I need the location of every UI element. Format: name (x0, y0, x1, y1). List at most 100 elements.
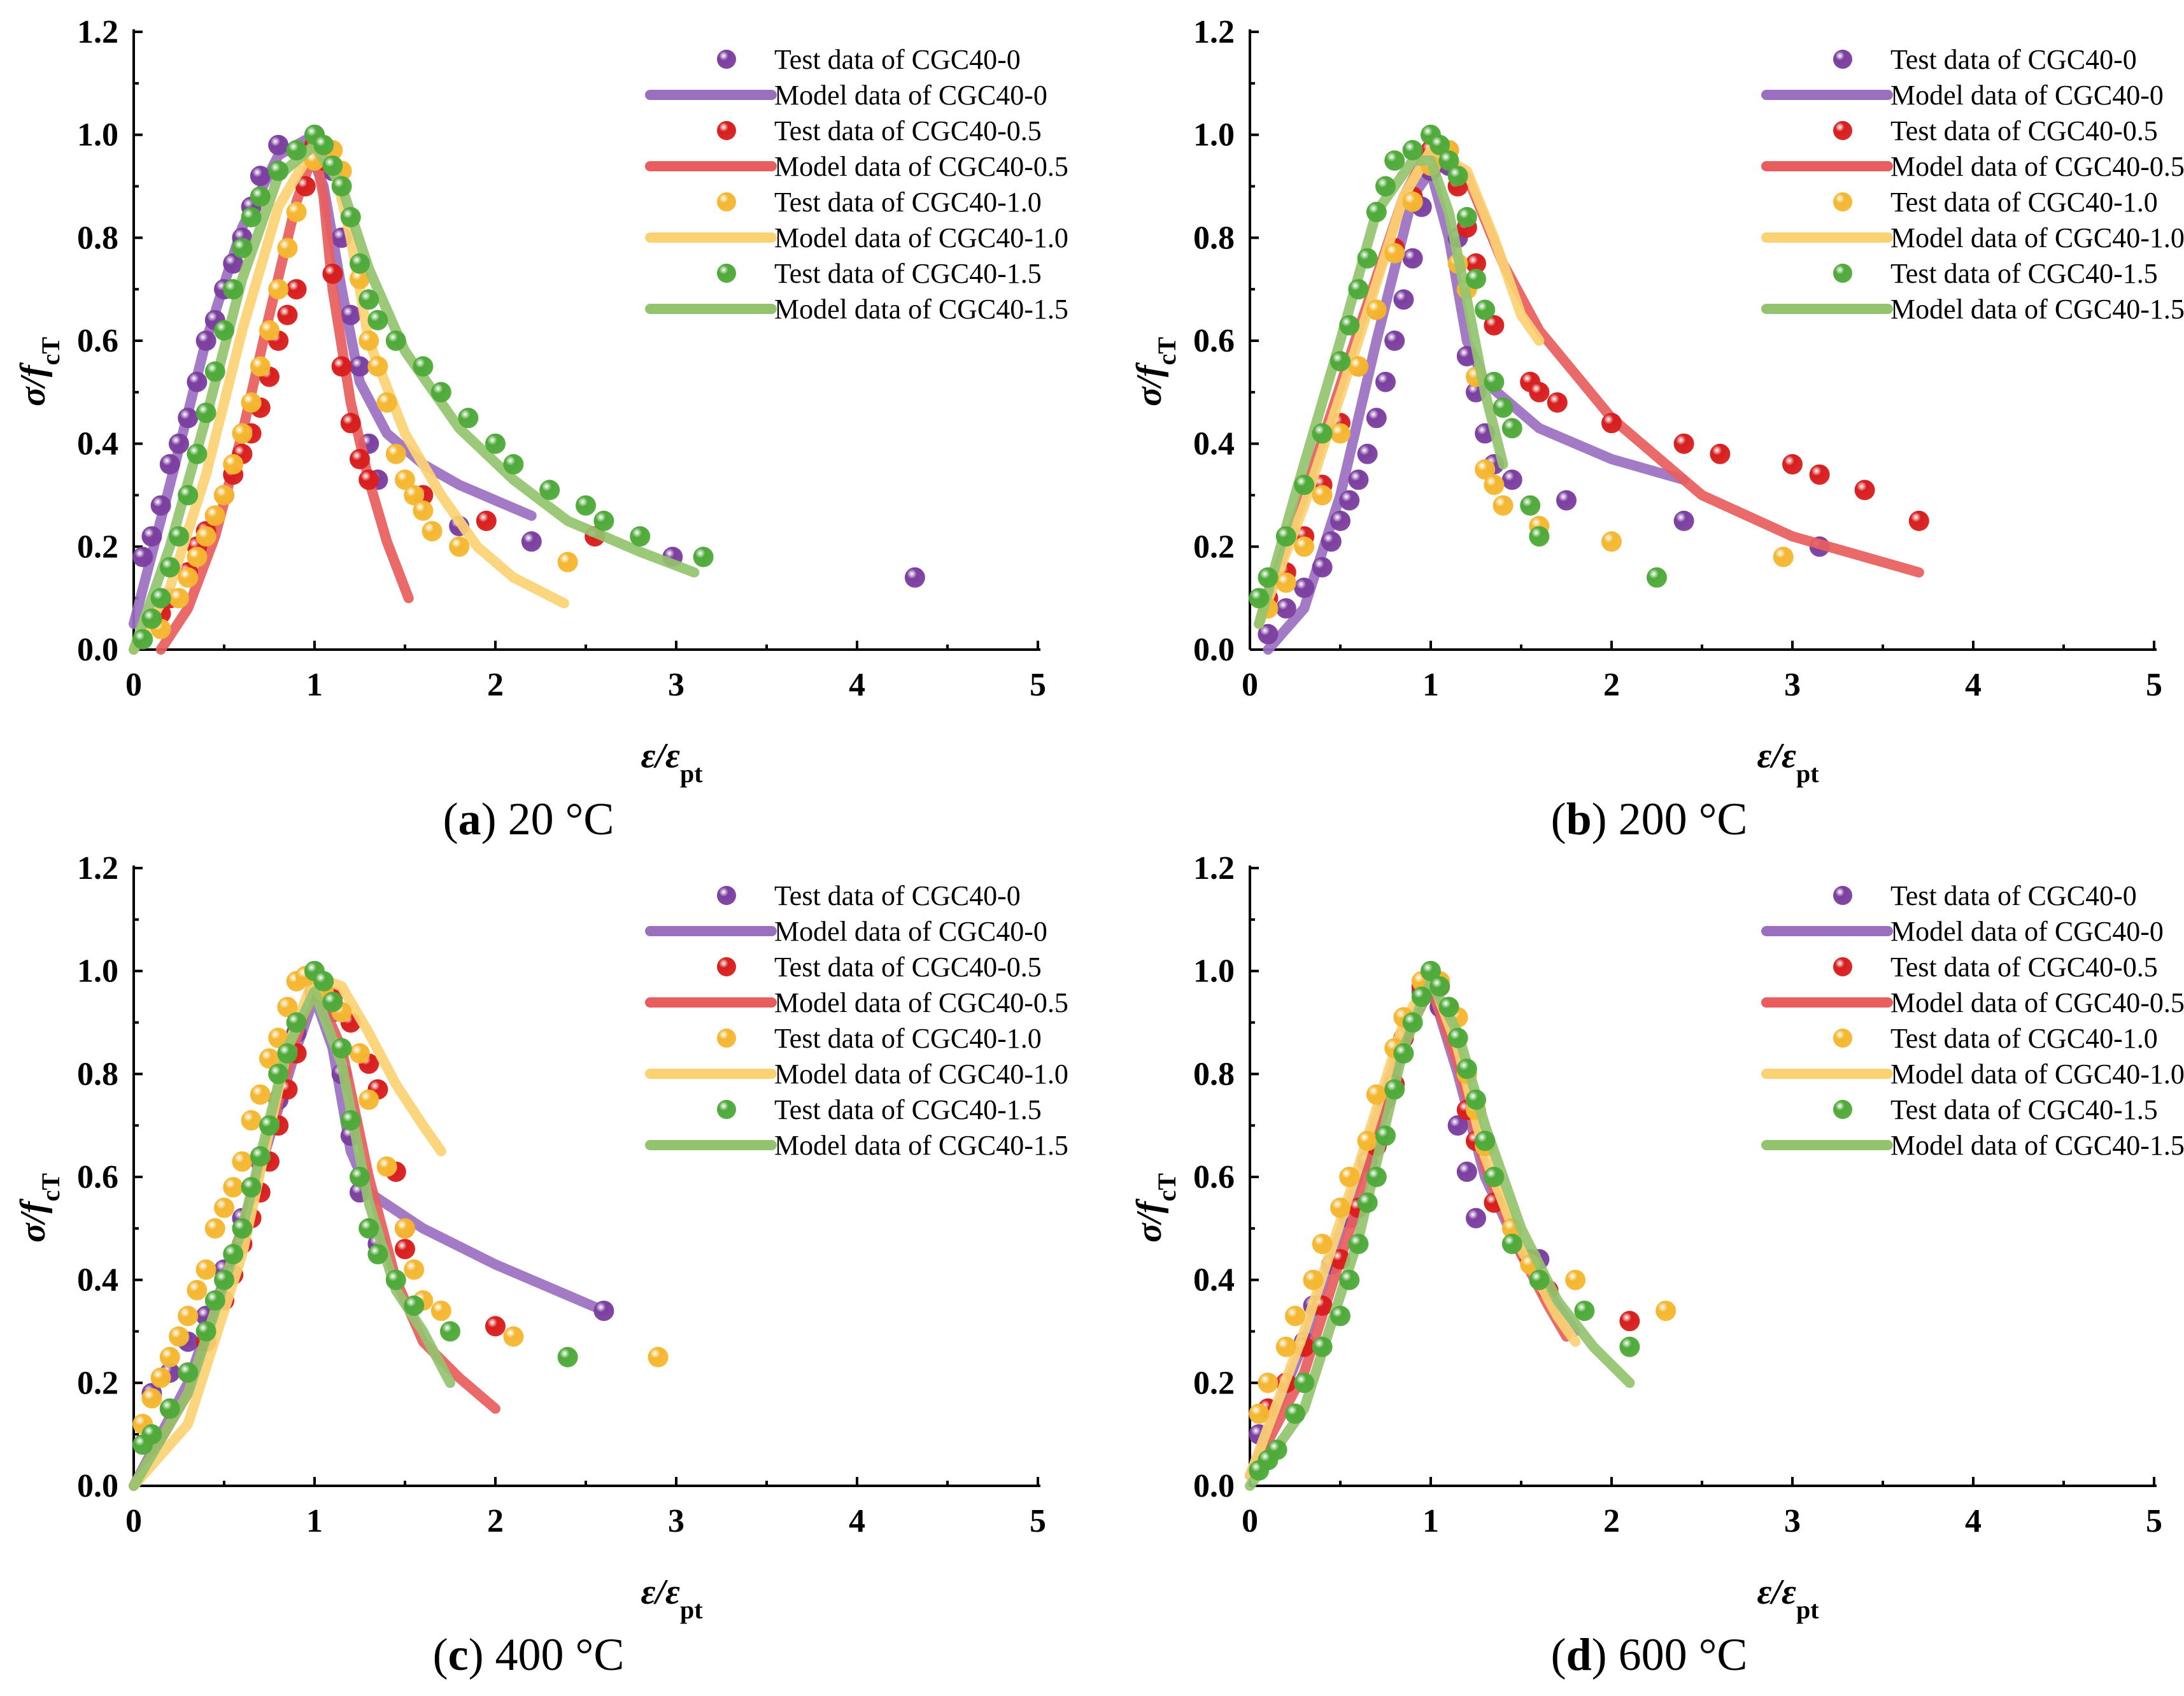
panel-caption: (d) 600 °C (1551, 1629, 1748, 1680)
test-point (150, 1367, 171, 1388)
axes: 0 1 2 3 4 5 0.0 0.2 0.4 0.6 0.8 1.0 1.2 (77, 14, 1046, 703)
test-point (1258, 624, 1279, 645)
test-point (1249, 1403, 1270, 1424)
y-tick-label: 0.8 (1193, 1056, 1235, 1092)
test-point (187, 546, 208, 567)
legend-label: Model data of CGC40-1.0 (774, 1058, 1068, 1090)
test-point (385, 443, 406, 464)
test-point (1357, 1192, 1378, 1213)
test-point (204, 1290, 225, 1311)
test-point (232, 238, 253, 259)
legend-label: Model data of CGC40-0.5 (1890, 987, 2184, 1018)
test-point (449, 536, 470, 557)
test-point (413, 500, 434, 521)
test-point (178, 567, 199, 588)
test-point (1366, 1167, 1387, 1187)
test-point (187, 371, 208, 392)
test-point (159, 1398, 180, 1419)
x-tick-label: 4 (849, 667, 865, 703)
test-point (259, 1115, 280, 1136)
x-tick-label: 5 (2146, 667, 2162, 703)
test-point (1330, 1306, 1351, 1327)
test-point (1601, 413, 1622, 434)
test-point (340, 304, 361, 325)
x-axis-title: ε/εpt (1757, 1572, 1819, 1624)
y-tick-label: 0.6 (77, 323, 118, 359)
model-line (1254, 145, 1545, 629)
test-point (1339, 315, 1360, 336)
test-point (1330, 1197, 1351, 1218)
test-point (195, 1259, 216, 1280)
test-point (1366, 201, 1387, 222)
test-point (1348, 356, 1369, 377)
test-point (232, 1151, 253, 1172)
legend-label: Model data of CGC40-0 (1890, 80, 2164, 111)
test-point (331, 1037, 352, 1058)
y-tick-label: 1.0 (77, 953, 118, 990)
x-tick-label: 1 (1422, 667, 1439, 703)
test-point (214, 1269, 234, 1290)
y-tick-label: 1.0 (1193, 117, 1235, 153)
legend: Test data of CGC40-0 Model data of CGC40-… (645, 880, 1068, 1161)
test-point (232, 423, 253, 444)
test-point (322, 263, 343, 284)
test-point (630, 526, 651, 547)
y-tick-label: 0.6 (1193, 323, 1235, 359)
legend-marker (1833, 264, 1852, 283)
test-point (358, 1218, 379, 1239)
test-point (404, 1295, 425, 1316)
x-tick-label: 1 (1422, 1503, 1439, 1539)
test-point (1466, 1208, 1486, 1229)
series-CGC40-0.5 (1254, 139, 1929, 629)
test-point (241, 1177, 262, 1198)
test-point (422, 521, 443, 542)
legend-label: Model data of CGC40-1.5 (774, 1130, 1068, 1161)
test-point (277, 238, 298, 259)
legend-marker (717, 957, 736, 976)
test-point (1275, 526, 1296, 547)
legend-label: Test data of CGC40-1.5 (1890, 1094, 2158, 1125)
test-point (223, 1177, 244, 1198)
test-point (904, 567, 925, 588)
model-line (129, 139, 700, 655)
x-tick-label: 0 (1242, 667, 1258, 703)
test-point (395, 1239, 415, 1260)
y-tick-label: 0.2 (1193, 1365, 1235, 1401)
legend-label: Test data of CGC40-0.5 (1890, 115, 2158, 146)
y-tick-label: 1.0 (1193, 953, 1235, 990)
test-point (1447, 1027, 1468, 1048)
x-tick-label: 4 (849, 1503, 865, 1539)
test-point (358, 469, 379, 490)
test-point (259, 1048, 280, 1069)
test-point (1393, 1043, 1414, 1064)
test-point (1375, 176, 1396, 197)
test-point (404, 1259, 425, 1280)
test-point (1565, 1269, 1586, 1290)
legend-label: Model data of CGC40-0 (774, 916, 1047, 947)
legend-label: Model data of CGC40-1.5 (774, 294, 1068, 325)
legend-label: Model data of CGC40-1.0 (774, 222, 1068, 253)
y-tick-label: 0.2 (77, 529, 118, 565)
test-point (539, 480, 560, 501)
test-point (1493, 495, 1514, 516)
test-point (268, 160, 289, 182)
y-tick-label: 1.0 (77, 117, 118, 153)
legend-marker (1833, 1029, 1852, 1048)
test-point (1258, 567, 1279, 588)
test-point (1294, 536, 1315, 557)
y-tick-label: 1.2 (1193, 14, 1235, 50)
test-point (286, 139, 307, 160)
test-point (141, 1424, 162, 1445)
test-point (1275, 572, 1296, 593)
test-point (367, 310, 388, 331)
test-point (214, 320, 234, 341)
test-point (1348, 279, 1369, 300)
axes: 0 1 2 3 4 5 0.0 0.2 0.4 0.6 0.8 1.0 1.2 (1193, 14, 2162, 703)
y-tick-label: 0.2 (1193, 529, 1235, 565)
test-point (286, 279, 307, 300)
test-point (1312, 423, 1333, 444)
test-point (322, 992, 343, 1013)
legend-label: Model data of CGC40-0.5 (774, 151, 1068, 182)
test-point (1366, 408, 1387, 429)
test-point (250, 1146, 271, 1167)
